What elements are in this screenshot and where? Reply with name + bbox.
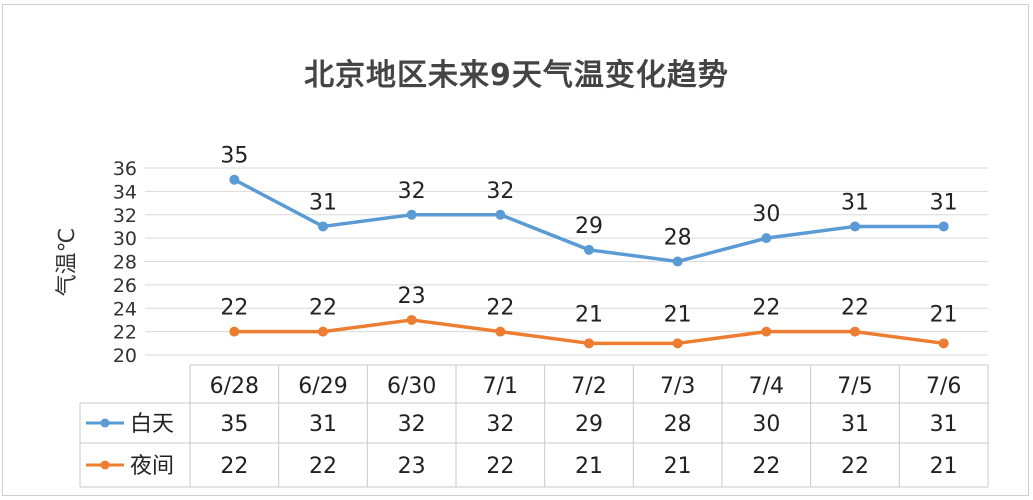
data-point [495,326,506,337]
data-label: 31 [309,190,337,215]
table-cell: 22 [309,454,337,479]
data-point [584,338,594,349]
x-tick-label: 7/4 [749,374,784,399]
data-point [672,338,683,349]
x-tick-label: 7/1 [483,374,518,399]
data-label: 21 [664,302,692,327]
data-point [850,326,860,337]
table-cell: 31 [930,412,958,437]
data-label: 22 [309,296,337,321]
y-tick-label: 26 [113,275,137,297]
data-label: 32 [486,179,514,204]
data-label: 22 [220,296,248,321]
table-cell: 31 [309,412,337,437]
table-cell: 23 [398,454,426,479]
table-cell: 22 [486,454,514,479]
x-tick-label: 6/30 [387,374,436,399]
y-tick-label: 28 [113,252,137,274]
data-label: 22 [752,296,780,321]
y-axis-title: 气温℃ [55,228,80,297]
data-point [938,338,949,349]
data-point [938,221,949,232]
data-label: 29 [575,214,603,239]
data-label: 30 [752,202,780,227]
x-tick-label: 6/29 [298,374,347,399]
data-point [318,326,328,337]
data-label: 21 [575,302,603,327]
legend-marker [100,418,110,428]
data-label: 22 [486,296,514,321]
legend-marker [100,460,110,470]
y-tick-label: 22 [113,322,137,344]
table-cell: 31 [841,412,869,437]
x-tick-label: 6/28 [210,374,259,399]
table-cell: 30 [752,412,780,437]
data-label: 23 [398,284,426,309]
data-point [584,244,594,255]
data-label: 31 [930,190,958,215]
chart-title: 北京地区未来9天气温变化趋势 [304,58,729,93]
data-point [406,314,417,325]
data-label: 21 [930,302,958,327]
y-tick-label: 30 [113,228,137,250]
data-label: 31 [841,190,869,215]
table-cell: 22 [220,454,248,479]
data-point [672,256,683,267]
y-tick-label: 20 [113,345,137,367]
table-cell: 21 [664,454,692,479]
y-tick-label: 36 [113,158,137,180]
data-point [761,233,772,244]
legend-label: 夜间 [130,454,174,479]
data-label: 32 [398,179,426,204]
data-point [406,209,417,220]
data-label: 28 [664,226,692,251]
table-cell: 28 [664,412,692,437]
data-point [761,326,772,337]
data-label: 35 [220,144,248,169]
data-point [495,209,506,220]
y-tick-label: 24 [113,298,137,320]
data-labels: 35 31 32 32 29 28 30 31 31 22 22 23 22 21 21 22 22 21 [220,144,957,328]
legend-label: 白天 [130,412,174,437]
table-cell: 22 [841,454,869,479]
data-label: 22 [841,296,869,321]
table-cell: 22 [752,454,780,479]
data-table: 6/28 6/29 6/30 7/1 7/2 7/3 7/4 7/5 7/6 白天 35 31 32 32… [79,364,989,488]
data-point [229,174,240,185]
series-layer [229,174,949,349]
x-tick-label: 7/2 [571,374,606,399]
x-tick-label: 7/5 [837,374,872,399]
table-cell: 35 [220,412,248,437]
data-point [229,326,240,337]
table-cell: 21 [930,454,958,479]
chart-frame [2,4,1029,496]
table-cell: 29 [575,412,603,437]
data-point [318,221,328,232]
table-cell: 21 [575,454,603,479]
data-point [850,221,860,232]
y-tick-label: 34 [113,181,137,203]
y-tick-label: 32 [113,205,137,227]
x-tick-label: 7/6 [926,374,961,399]
table-cell: 32 [486,412,514,437]
table-cell: 32 [398,412,426,437]
x-tick-label: 7/3 [660,374,695,399]
